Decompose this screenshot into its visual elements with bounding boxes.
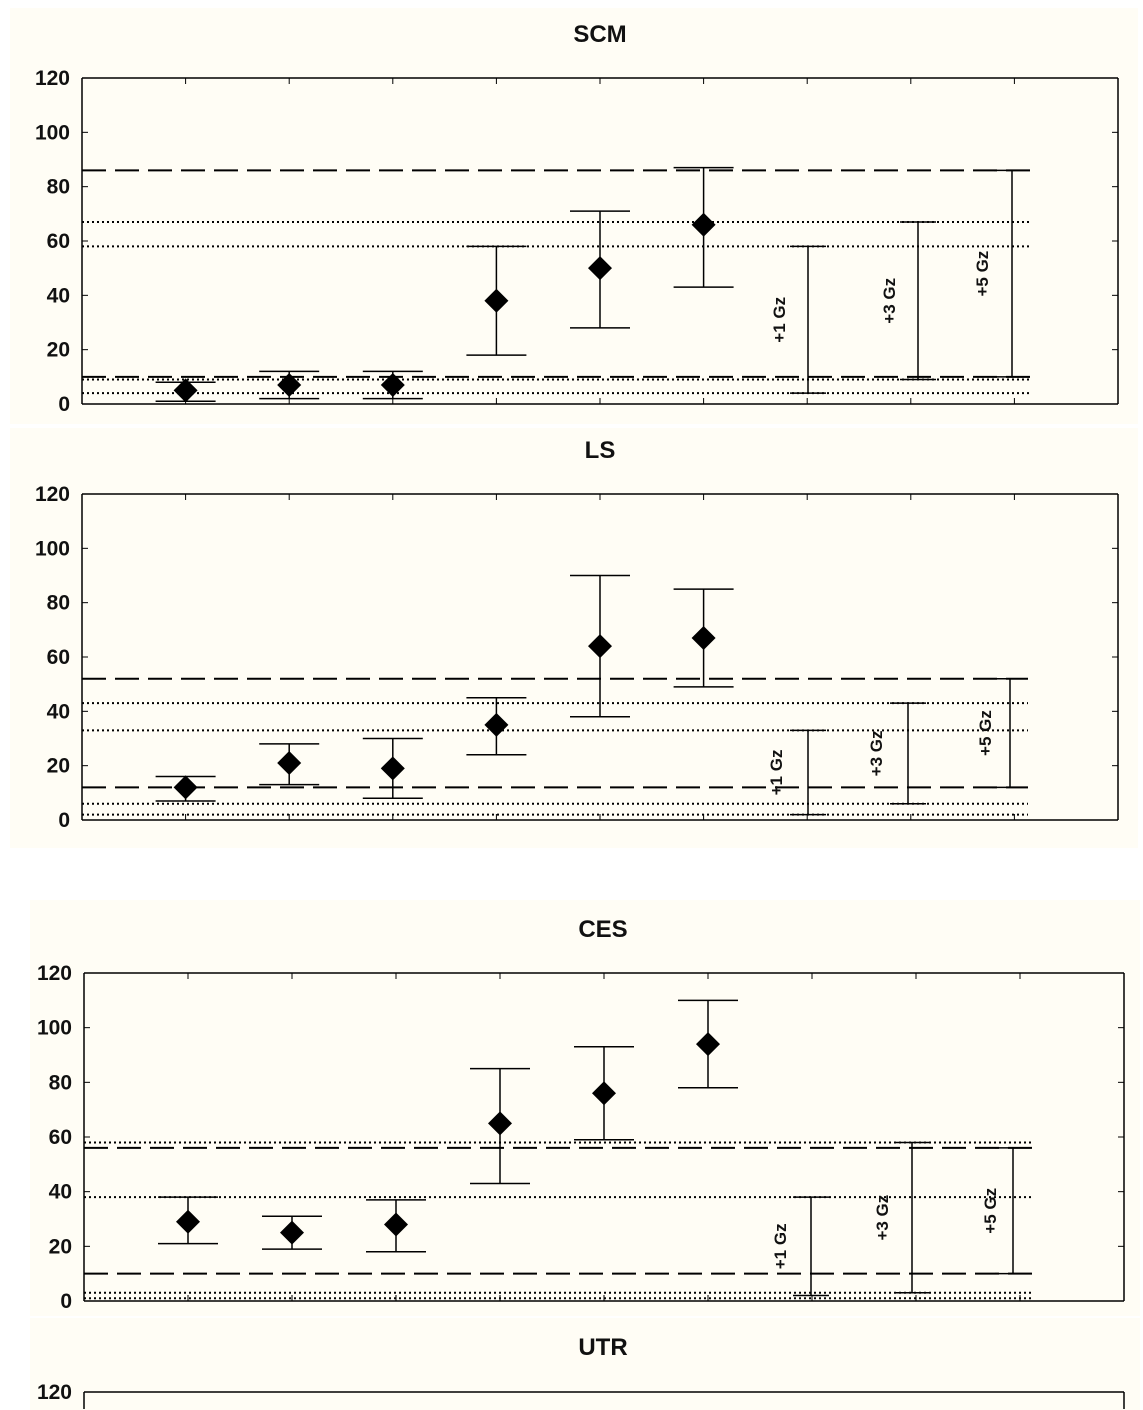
panel-2-range-label: +3 Gz [867,731,886,777]
panel-bg-3 [30,900,1140,1316]
panel-2-title: LS [585,437,616,464]
panel-2-y-tick-label: 80 [47,592,70,615]
panel-3-data-point [384,1212,408,1237]
panel-3-data-point [280,1220,304,1245]
panel-1-data-point [691,212,716,237]
panel-2-y-tick-label: 60 [47,646,70,669]
panel-bg-4 [30,1318,1140,1410]
panel-3-range-label: +5 Gz [981,1188,1000,1234]
panel-1-y-tick-label: 0 [58,393,70,416]
panel-3-data-point [488,1111,512,1136]
panel-bg-2 [10,428,1138,848]
panel-2-data-point [588,634,612,659]
panel-2-y-tick-label: 120 [35,483,70,506]
panel-2-y-tick-label: 40 [47,700,70,723]
panel-1-range-label: +1 Gz [770,297,789,343]
panel-1-data-point [588,256,612,281]
panel-2-y-tick-label: 100 [35,537,70,560]
panel-1-data-point [484,288,509,313]
panel-4-title: UTR [578,1334,627,1361]
panel-1-y-tick-label: 20 [47,339,70,362]
panel-3-range-label: +1 Gz [771,1223,790,1269]
panel-1-title: SCM [573,21,626,48]
panel-3-y-tick-label: 20 [49,1235,72,1258]
panel-3-title: CES [578,916,627,943]
panel-1-data-point [380,372,405,397]
panel-3-y-tick-label: 120 [37,962,72,985]
panel-1-data-point [277,372,302,397]
panel-3-data-point [176,1209,200,1234]
panel-3-y-tick-label: 0 [60,1290,72,1313]
panel-3-data-point [592,1081,616,1106]
panel-1-range-label: +3 Gz [880,278,899,324]
panel-3-data-point [696,1032,720,1057]
panel-2-y-tick-label: 0 [58,809,70,832]
panel-1-data-point [173,378,198,403]
panel-1-y-tick-label: 60 [47,230,70,253]
panel-2-data-point [277,750,302,775]
panel-2-range-label: +1 Gz [767,750,786,796]
panel-4-y-tick-label: 120 [37,1381,72,1404]
panel-2-data-point [173,775,198,800]
panel-1-y-tick-label: 100 [35,121,70,144]
panel-2-range-label: +5 Gz [976,710,995,756]
panel-3-y-tick-label: 40 [49,1181,72,1204]
panel-1-range-label: +5 Gz [973,251,992,297]
panel-3-range-label: +3 Gz [873,1195,892,1241]
panel-2-data-point [380,756,405,781]
panel-3-y-tick-label: 80 [49,1071,72,1094]
panel-2-data-point [691,625,716,650]
panel-2-y-tick-label: 20 [47,755,70,778]
panel-2-data-point [484,712,509,737]
panel-1-y-tick-label: 80 [47,176,70,199]
panel-3-y-tick-label: 60 [49,1126,72,1149]
panel-1-y-tick-label: 120 [35,67,70,90]
panel-1-y-tick-label: 40 [47,284,70,307]
panel-3-y-tick-label: 100 [37,1017,72,1040]
